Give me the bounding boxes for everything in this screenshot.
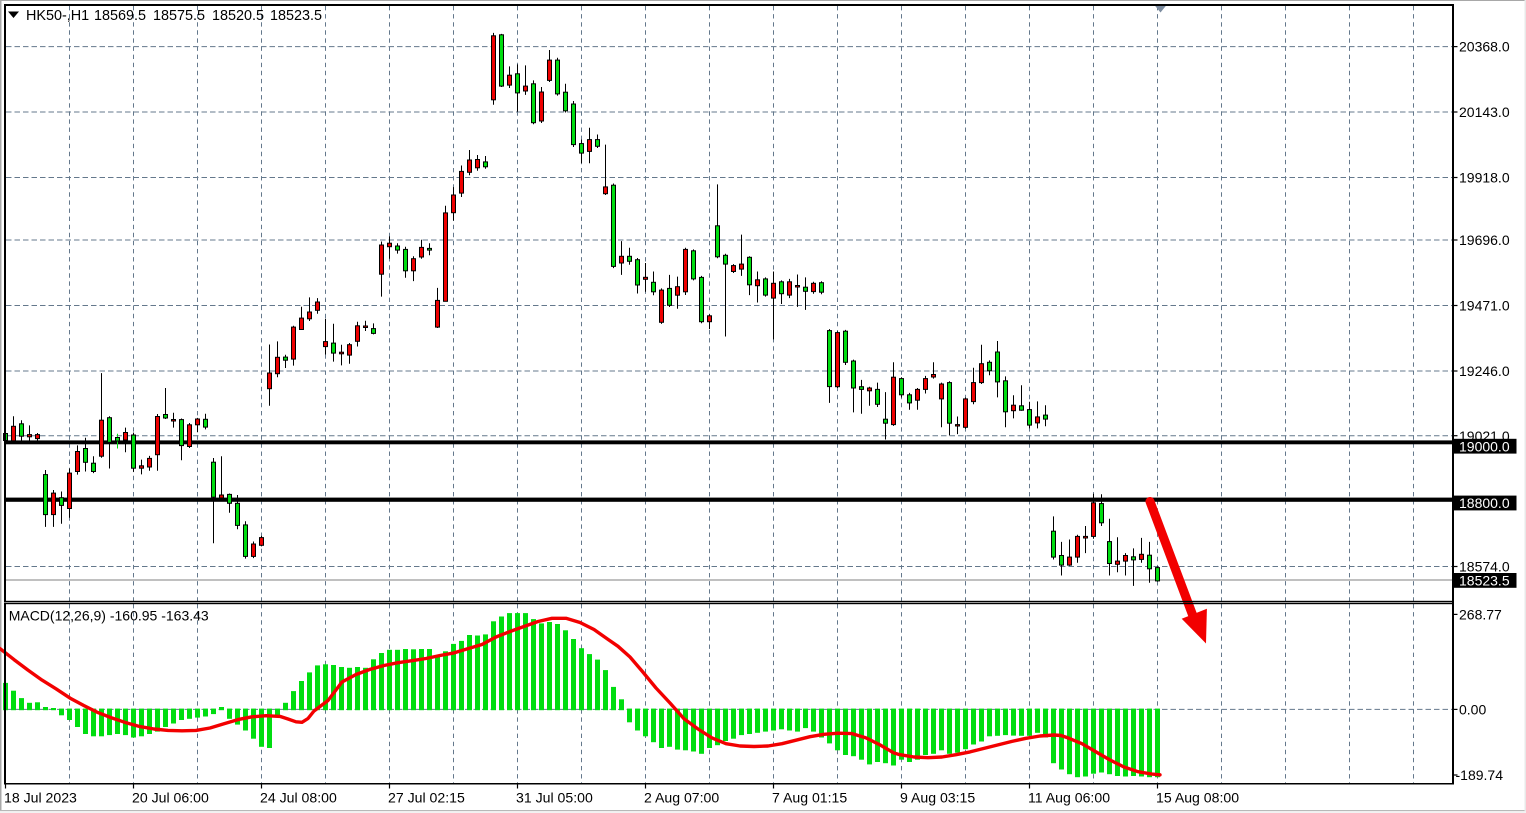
svg-text:18575.5: 18575.5 <box>153 8 205 24</box>
svg-text:18 Jul 2023: 18 Jul 2023 <box>4 790 77 806</box>
svg-text:11 Aug 06:00: 11 Aug 06:00 <box>1028 790 1110 806</box>
svg-text:20143.0: 20143.0 <box>1459 104 1510 120</box>
svg-text:27 Jul 02:15: 27 Jul 02:15 <box>388 790 465 806</box>
svg-text:0.00: 0.00 <box>1459 702 1486 718</box>
svg-text:2 Aug 07:00: 2 Aug 07:00 <box>644 790 719 806</box>
svg-text:24 Jul 08:00: 24 Jul 08:00 <box>260 790 337 806</box>
svg-text:9 Aug 03:15: 9 Aug 03:15 <box>900 790 975 806</box>
svg-text:7 Aug 01:15: 7 Aug 01:15 <box>772 790 847 806</box>
svg-text:19918.0: 19918.0 <box>1459 170 1510 186</box>
svg-text:HK50-,H1: HK50-,H1 <box>26 8 89 24</box>
svg-text:19471.0: 19471.0 <box>1459 298 1510 314</box>
svg-text:20 Jul 06:00: 20 Jul 06:00 <box>132 790 209 806</box>
svg-text:18800.0: 18800.0 <box>1459 495 1510 511</box>
svg-text:18520.5: 18520.5 <box>212 8 264 24</box>
svg-text:15 Aug 08:00: 15 Aug 08:00 <box>1156 790 1239 806</box>
svg-text:MACD(12,26,9) -160.95 -163.43: MACD(12,26,9) -160.95 -163.43 <box>9 608 209 624</box>
svg-text:20368.0: 20368.0 <box>1459 39 1510 55</box>
svg-text:31 Jul 05:00: 31 Jul 05:00 <box>516 790 593 806</box>
svg-text:268.77: 268.77 <box>1459 607 1502 623</box>
svg-text:18523.5: 18523.5 <box>270 8 322 24</box>
svg-text:19696.0: 19696.0 <box>1459 232 1510 248</box>
svg-text:18574.0: 18574.0 <box>1459 559 1510 575</box>
svg-text:18523.5: 18523.5 <box>1459 573 1510 589</box>
svg-text:-189.74: -189.74 <box>1456 767 1504 783</box>
svg-text:19000.0: 19000.0 <box>1459 438 1510 454</box>
svg-text:19246.0: 19246.0 <box>1459 363 1510 379</box>
svg-text:18569.5: 18569.5 <box>94 8 146 24</box>
